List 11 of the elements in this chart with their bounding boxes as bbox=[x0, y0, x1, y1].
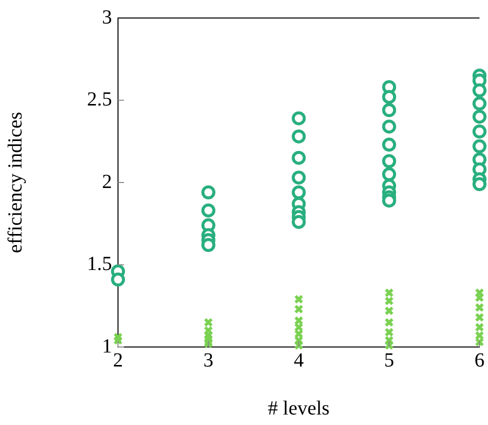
y-tick-label: 2.5 bbox=[87, 88, 112, 110]
x-tick-label: 3 bbox=[203, 349, 214, 372]
y-tick-label: 2 bbox=[102, 170, 112, 193]
y-tick-label: 1.5 bbox=[87, 253, 112, 275]
x-tick-label: 6 bbox=[474, 349, 484, 372]
x-axis-title: # levels bbox=[268, 397, 330, 420]
y-axis-title: efficiency indices bbox=[4, 112, 26, 254]
y-tick-label: 3 bbox=[102, 6, 112, 28]
x-tick-label: 5 bbox=[384, 349, 394, 372]
y-tick-label: 1 bbox=[102, 335, 112, 358]
x-tick-label: 4 bbox=[294, 349, 304, 372]
